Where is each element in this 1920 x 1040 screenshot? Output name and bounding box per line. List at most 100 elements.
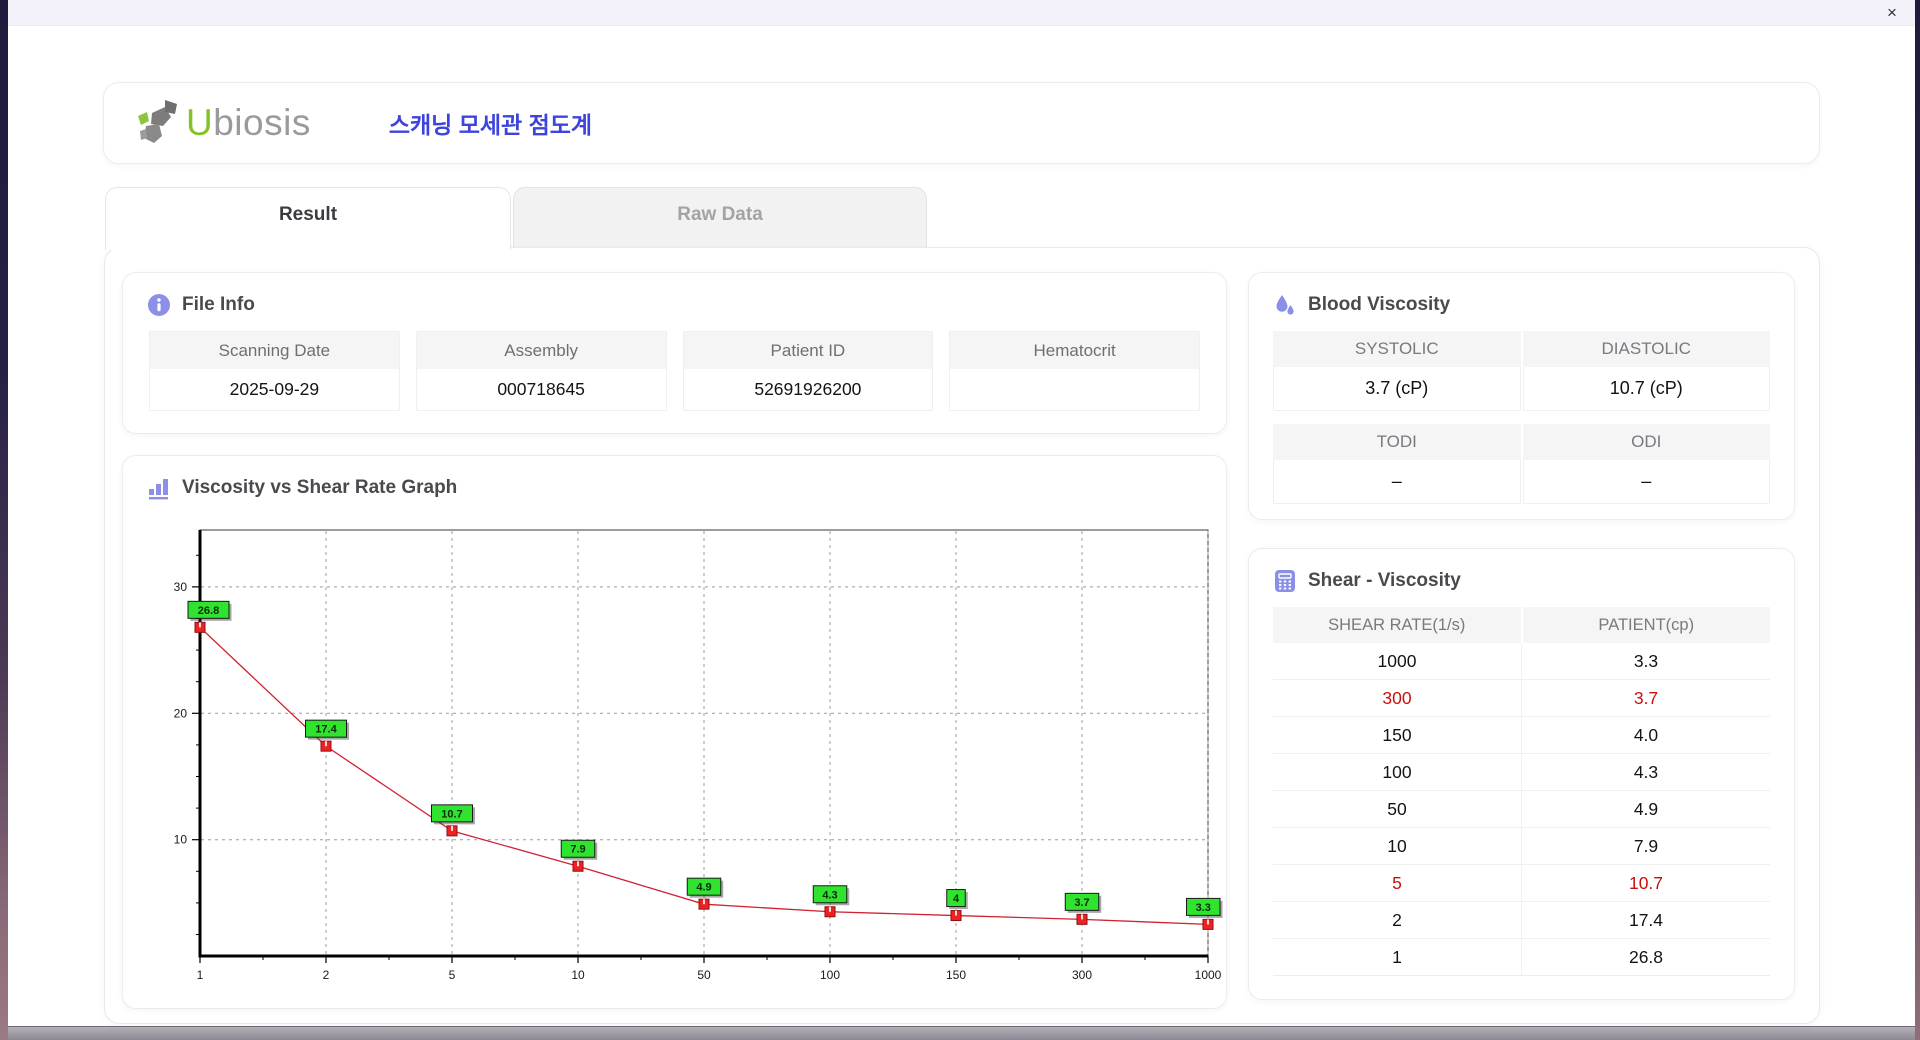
- shear-viscosity-title: Shear - Viscosity: [1308, 570, 1461, 591]
- shear-rate-cell: 10: [1273, 828, 1522, 864]
- table-row: 100 4.3: [1273, 754, 1770, 791]
- field-label: Scanning Date: [150, 332, 399, 369]
- shear-rate-cell: 150: [1273, 717, 1522, 753]
- shear-rate-cell: 100: [1273, 754, 1522, 790]
- patient-cell: 4.0: [1633, 725, 1659, 745]
- patient-cell: 4.3: [1633, 762, 1659, 782]
- odi-value: –: [1522, 460, 1770, 504]
- patient-cell: 3.3: [1633, 651, 1659, 671]
- patient-cell: 7.9: [1633, 836, 1659, 856]
- shear-table-header-row: SHEAR RATE(1/s) PATIENT(cp): [1273, 607, 1770, 643]
- shear-viscosity-title-row: Shear - Viscosity: [1249, 549, 1794, 605]
- tab-raw-data[interactable]: Raw Data: [513, 187, 927, 249]
- file-info-card: File Info Scanning Date 2025-09-29 Assem…: [122, 272, 1227, 434]
- svg-text:20: 20: [174, 706, 188, 720]
- blood-viscosity-title-row: Blood Viscosity: [1249, 273, 1794, 329]
- svg-text:300: 300: [1072, 968, 1092, 982]
- svg-text:100: 100: [820, 968, 840, 982]
- svg-text:50: 50: [697, 968, 711, 982]
- shear-rate-cell: 50: [1273, 791, 1522, 827]
- file-info-fields: Scanning Date 2025-09-29 Assembly 000718…: [123, 329, 1226, 411]
- diastolic-header: DIASTOLIC: [1522, 331, 1770, 367]
- shear-rate-column-header: SHEAR RATE(1/s): [1273, 607, 1521, 643]
- table-row: 5 10.7: [1273, 865, 1770, 902]
- table-row: 300 3.7: [1273, 680, 1770, 717]
- shear-rate-cell: 1: [1273, 939, 1522, 975]
- svg-text:10.7: 10.7: [441, 808, 462, 820]
- svg-text:150: 150: [946, 968, 966, 982]
- table-row: 10 7.9: [1273, 828, 1770, 865]
- viscosity-chart-svg: 10 20 30 1 2 5 10 50 100 150 300 1000 26.8 17.4 10.7 7.…: [174, 529, 1223, 982]
- bv-header-row: SYSTOLIC DIASTOLIC: [1273, 331, 1770, 367]
- svg-text:3.7: 3.7: [1074, 897, 1089, 909]
- shear-rate-cell: 5: [1273, 865, 1522, 901]
- svg-text:7.9: 7.9: [570, 844, 585, 856]
- blood-viscosity-title: Blood Viscosity: [1308, 294, 1451, 315]
- shear-viscosity-table: SHEAR RATE(1/s) PATIENT(cp) 1000 3.3 300…: [1273, 607, 1770, 976]
- window-titlebar: ×: [8, 0, 1915, 26]
- blood-viscosity-card: Blood Viscosity SYSTOLIC DIASTOLIC 3.7 (…: [1248, 272, 1795, 520]
- table-row: 1000 3.3: [1273, 643, 1770, 680]
- tab-result[interactable]: Result: [105, 187, 511, 250]
- header-card: Ubiosis 스캐닝 모세관 점도계: [103, 82, 1820, 164]
- patient-column-header: PATIENT(cp): [1522, 607, 1770, 643]
- field-label: Patient ID: [683, 332, 933, 369]
- systolic-value: 3.7 (cP): [1273, 367, 1521, 411]
- logo-text: Ubiosis: [186, 102, 311, 144]
- odi-header: ODI: [1522, 424, 1770, 460]
- bv-header-row: TODI ODI: [1273, 424, 1770, 460]
- svg-text:1000: 1000: [1195, 968, 1222, 982]
- close-button[interactable]: ×: [1887, 3, 1897, 22]
- graph-title-row: Viscosity vs Shear Rate Graph: [123, 456, 1226, 512]
- field-assembly: Assembly 000718645: [415, 331, 667, 411]
- water-drops-icon: [1276, 295, 1294, 315]
- bv-value-row: 3.7 (cP) 10.7 (cP): [1273, 367, 1770, 411]
- field-patient-id: Patient ID 52691926200: [682, 331, 934, 411]
- window-bottom-edge: [8, 1026, 1915, 1040]
- svg-text:4.3: 4.3: [822, 889, 837, 901]
- window-right-edge: [1915, 0, 1920, 1040]
- svg-text:17.4: 17.4: [315, 724, 337, 736]
- file-info-title: File Info: [182, 294, 255, 315]
- field-label: Hematocrit: [950, 332, 1199, 369]
- svg-text:26.8: 26.8: [198, 605, 219, 617]
- patient-cell: 17.4: [1628, 910, 1664, 930]
- field-value: 2025-09-29: [150, 369, 399, 410]
- calculator-icon: [1275, 570, 1295, 592]
- svg-text:4: 4: [953, 893, 960, 905]
- field-label: Assembly: [416, 332, 666, 369]
- svg-text:10: 10: [571, 968, 585, 982]
- file-info-title-row: File Info: [123, 273, 1226, 329]
- svg-text:2: 2: [323, 968, 330, 982]
- ubiosis-logo-icon: [138, 100, 177, 143]
- window-left-edge: [0, 0, 8, 1040]
- viscosity-graph-card: Viscosity vs Shear Rate Graph 10 20 30 1 2 5 1…: [122, 455, 1227, 1009]
- svg-text:30: 30: [174, 580, 188, 594]
- blood-viscosity-tables: SYSTOLIC DIASTOLIC 3.7 (cP) 10.7 (cP) TO…: [1249, 329, 1794, 504]
- logo-text-green: U: [186, 102, 214, 143]
- patient-cell: 4.9: [1633, 799, 1659, 819]
- shear-table-body: 1000 3.3 300 3.7 150 4.0 100 4.3 50 4.9 …: [1273, 643, 1770, 976]
- shear-viscosity-card: Shear - Viscosity SHEAR RATE(1/s) PATIEN…: [1248, 548, 1795, 1000]
- bv-spacer: [1273, 411, 1770, 424]
- bv-value-row: – –: [1273, 460, 1770, 504]
- patient-cell: 26.8: [1628, 947, 1664, 967]
- info-icon: [148, 294, 170, 316]
- shear-rate-cell: 2: [1273, 902, 1522, 938]
- field-value: 000718645: [416, 369, 666, 410]
- field-value: 52691926200: [683, 369, 933, 410]
- systolic-header: SYSTOLIC: [1273, 331, 1521, 367]
- app-title: 스캐닝 모세관 점도계: [388, 112, 593, 138]
- patient-cell: 10.7: [1628, 873, 1664, 893]
- field-value: [950, 369, 1199, 410]
- table-row: 1 26.8: [1273, 939, 1770, 976]
- shear-rate-cell: 1000: [1273, 643, 1522, 679]
- todi-value: –: [1273, 460, 1521, 504]
- svg-text:4.9: 4.9: [696, 882, 711, 894]
- logo-text-gray: biosis: [213, 102, 311, 143]
- todi-header: TODI: [1273, 424, 1521, 460]
- svg-text:10: 10: [174, 833, 188, 847]
- bar-chart-icon: [149, 479, 168, 500]
- patient-cell: 3.7: [1633, 688, 1659, 708]
